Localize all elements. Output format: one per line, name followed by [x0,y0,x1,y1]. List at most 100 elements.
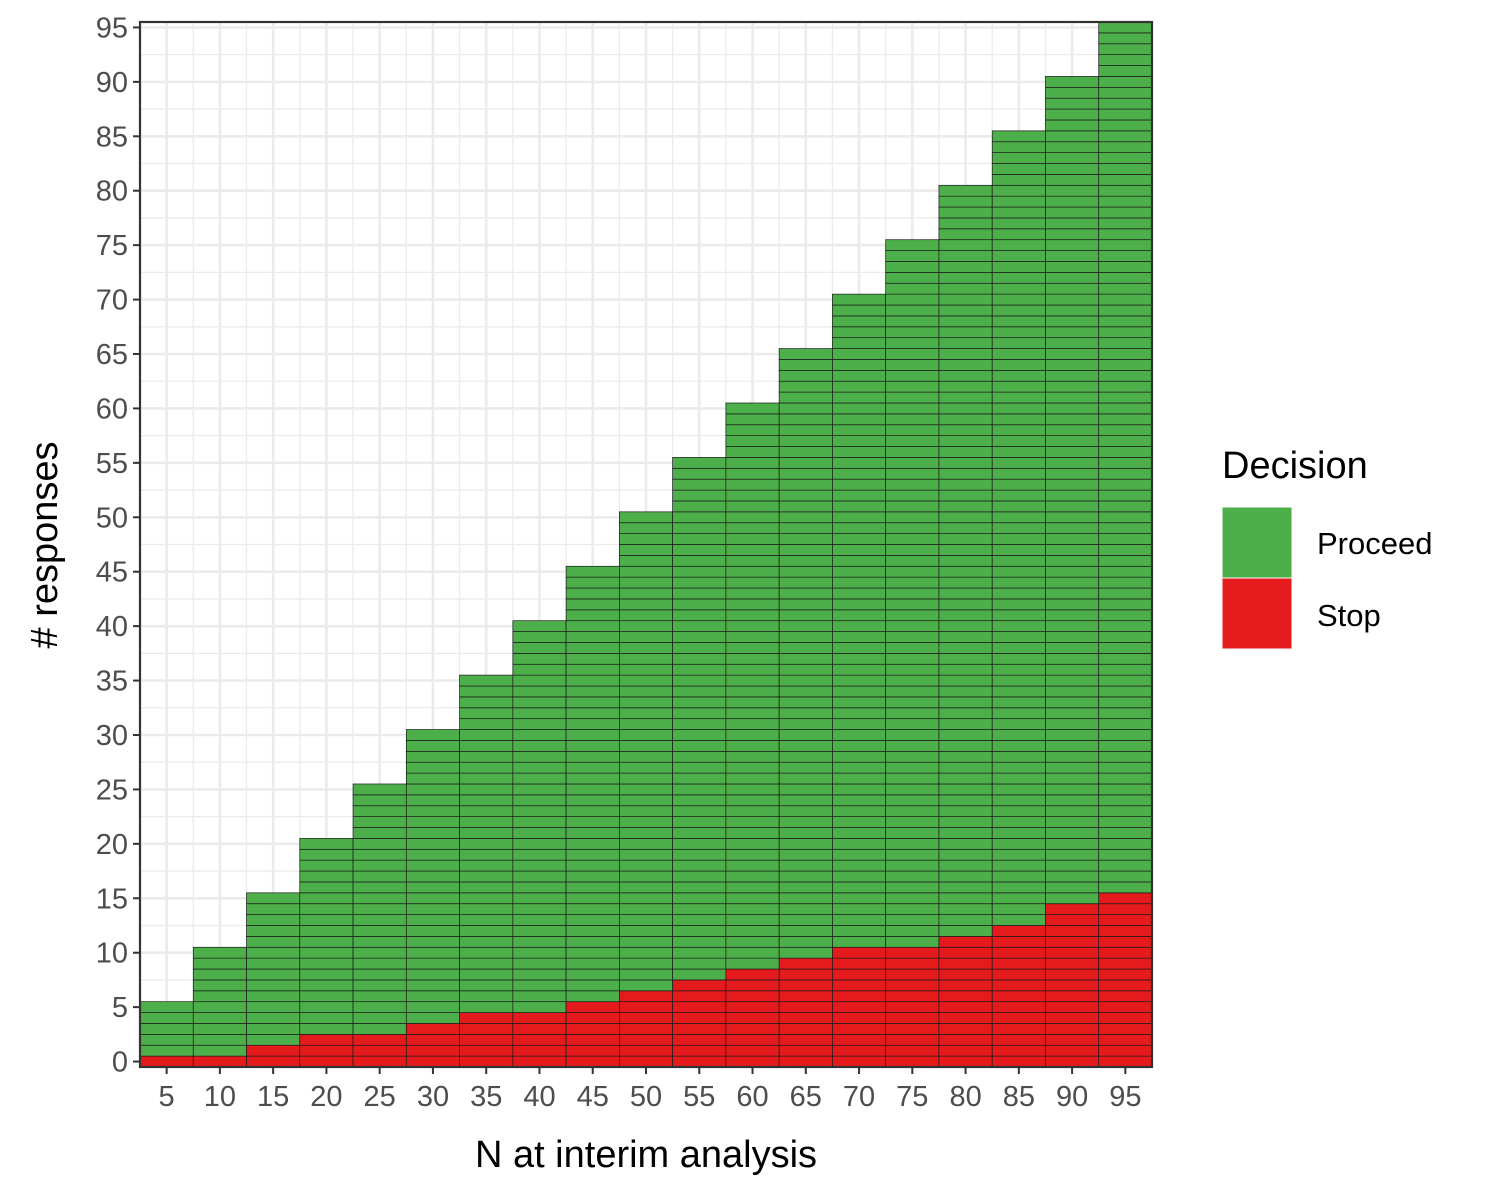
tile-proceed [778,391,833,404]
tile-proceed [991,696,1046,709]
tile-proceed [405,827,460,839]
tile-proceed [938,816,993,828]
tile-proceed [885,674,940,687]
y-tick-label: 80 [96,176,128,208]
tile-proceed [991,152,1046,164]
tile-proceed [1098,870,1153,883]
tile-proceed [885,424,940,436]
tile-proceed [832,315,887,328]
tile-proceed [565,587,620,600]
tile-proceed [512,631,567,643]
tile-proceed [459,827,514,839]
tile-proceed [725,663,780,676]
tile-proceed [192,1023,247,1035]
tile-proceed [938,315,993,328]
tile-proceed [459,685,514,698]
x-tick-label: 40 [523,1081,555,1113]
tile-proceed [832,587,887,600]
tile-proceed [778,914,833,926]
tile-proceed [565,903,620,915]
tile-proceed [672,707,727,720]
tile-proceed [459,674,514,687]
tile-proceed [885,500,940,513]
tile-proceed [1045,533,1100,545]
tile-proceed [938,609,993,622]
tile-proceed [565,805,620,817]
tile-proceed [885,576,940,589]
tile-proceed [352,859,407,872]
tile-proceed [938,489,993,502]
tile-proceed [459,903,514,915]
tile-proceed [1098,108,1153,121]
tile-proceed [832,881,887,894]
tile-proceed [1098,805,1153,817]
tile-stop [672,979,727,992]
tile-proceed [991,489,1046,502]
tile-proceed [1098,206,1153,219]
tile-proceed [1045,620,1100,632]
tile-proceed [1098,718,1153,730]
tile-proceed [725,511,780,524]
tile-proceed [832,696,887,709]
tile-proceed [672,631,727,643]
tile-proceed [1045,457,1100,469]
tile-stop [352,1033,407,1046]
tile-stop [725,1012,780,1024]
tile-proceed [991,261,1046,273]
tile-proceed [1045,217,1100,230]
tile-proceed [885,239,940,251]
tile-proceed [1098,761,1153,774]
tile-proceed [725,500,780,513]
tile-proceed [725,903,780,915]
tile-proceed [938,228,993,241]
tile-proceed [1098,435,1153,447]
tile-stop [778,1012,833,1024]
tile-proceed [139,1012,194,1024]
tile-proceed [778,936,833,948]
tile-stop [459,1044,514,1057]
tile-proceed [459,838,514,850]
tile-proceed [619,838,673,850]
tile-proceed [778,435,833,447]
tile-proceed [1045,413,1100,426]
tile-proceed [938,642,993,654]
tile-proceed [1045,838,1100,850]
tile-proceed [565,750,620,763]
tile-proceed [672,500,727,513]
tile-proceed [991,174,1046,186]
tile-proceed [885,750,940,763]
tile-proceed [991,228,1046,241]
tile-proceed [1045,631,1100,643]
tile-proceed [1098,576,1153,589]
tile-proceed [1098,478,1153,491]
tile-proceed [619,576,673,589]
tile-proceed [459,936,514,948]
tile-proceed [512,827,567,839]
tile-proceed [938,337,993,349]
tile-proceed [299,914,354,926]
tile-stop [832,1001,887,1013]
tile-proceed [725,794,780,807]
tile-proceed [672,653,727,665]
tile-stop [405,1044,460,1057]
tile-proceed [991,467,1046,480]
tile-proceed [938,293,993,306]
tile-proceed [885,685,940,698]
tile-proceed [352,783,407,796]
tile-proceed [619,859,673,872]
tile-proceed [459,794,514,807]
tile-stop [1098,979,1153,992]
tile-proceed [991,391,1046,404]
tile-proceed [1045,152,1100,164]
x-tick-label: 85 [1003,1081,1035,1113]
tile-proceed [459,761,514,774]
tile-proceed [885,565,940,578]
tile-proceed [1045,816,1100,828]
tile-proceed [459,729,514,741]
tile-proceed [512,783,567,796]
tile-proceed [1098,380,1153,393]
tile-proceed [139,1033,194,1046]
tile-proceed [832,838,887,850]
tile-proceed [352,827,407,839]
tile-proceed [1045,544,1100,556]
